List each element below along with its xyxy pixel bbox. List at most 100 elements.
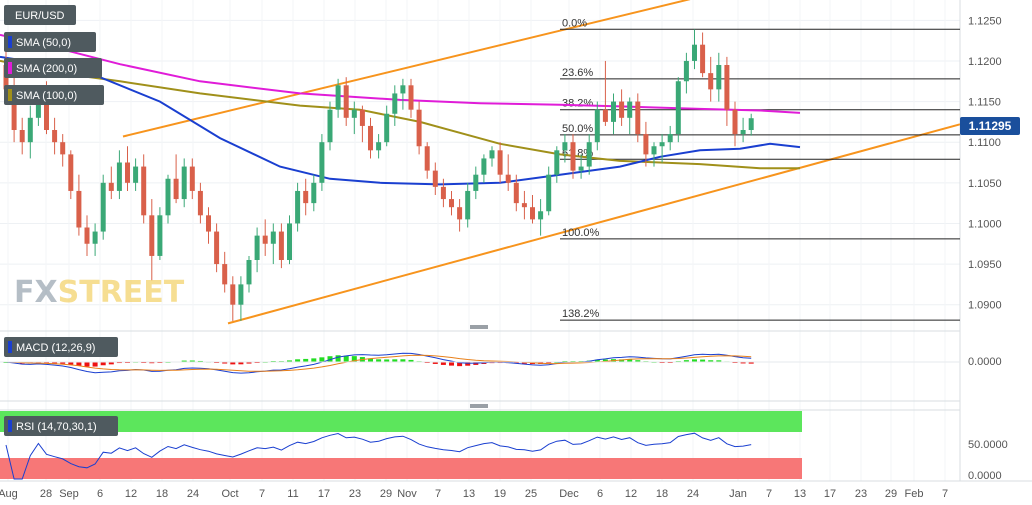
candle-body	[740, 130, 746, 135]
rsi-oversold-zone	[0, 458, 802, 479]
candle-body	[149, 215, 155, 256]
candle-body	[465, 190, 471, 220]
date-tick-label: Feb	[905, 488, 924, 500]
candle-body	[683, 60, 689, 82]
macd-histogram-bar	[449, 362, 454, 366]
candle-body	[335, 85, 341, 110]
candle-body	[489, 150, 495, 159]
candle-body	[368, 125, 373, 151]
candle-body	[513, 182, 519, 204]
candle-body	[35, 93, 41, 118]
macd-histogram-bar	[343, 355, 349, 362]
candle-body	[60, 142, 66, 155]
date-axis: Aug 28 Sep 6 12 18 24 Oct 7 11 17 23 29 Nov 7 13 19 25 Dec…	[0, 488, 948, 500]
watermark-prefix: FX	[14, 275, 58, 310]
pane-resize-handle-2[interactable]	[470, 404, 488, 408]
candle-body	[538, 211, 544, 220]
candle-body	[562, 142, 568, 151]
candle-body	[68, 154, 74, 191]
candle-body	[643, 134, 649, 155]
candle-body	[497, 150, 503, 175]
candle-body	[238, 284, 244, 305]
macd-histogram-bar	[594, 359, 600, 362]
candle-body	[748, 118, 754, 130]
candle-body	[311, 182, 317, 204]
macd-histogram-bar	[52, 362, 58, 364]
candle-body	[651, 146, 657, 155]
date-tick-label: 17	[824, 488, 836, 500]
candle-body	[521, 203, 527, 208]
candle-body	[295, 190, 301, 224]
date-tick-label: 23	[855, 488, 867, 500]
macd-histogram-bar	[149, 362, 155, 364]
candle-body	[546, 174, 552, 212]
pane-resize-handle-1[interactable]	[470, 325, 488, 329]
date-tick-label: 13	[794, 488, 806, 500]
candle-body	[76, 190, 82, 228]
date-tick-label: 6	[597, 488, 603, 500]
legend: EUR/USD SMA (50,0) SMA (200,0) SMA (100,…	[4, 5, 104, 105]
macd-histogram-bar	[230, 362, 236, 365]
macd-histogram-bar	[440, 362, 446, 365]
price-tick-label: 1.1000	[968, 218, 1002, 230]
candle-body	[214, 231, 220, 265]
macd-histogram-bar	[546, 362, 552, 364]
macd-histogram-bar	[246, 362, 252, 364]
price-tick-label: 1.0900	[968, 300, 1002, 312]
macd-histogram-bar	[92, 362, 98, 367]
candle-body	[416, 109, 422, 147]
watermark-suffix: STREET	[58, 275, 185, 310]
date-tick-label: 11	[287, 488, 298, 500]
candle-body	[157, 215, 163, 256]
macd-histogram-bar	[327, 356, 333, 362]
candle-body	[287, 223, 292, 260]
macd-histogram-bar	[716, 360, 722, 362]
candle-body	[675, 81, 681, 135]
candle-body	[586, 142, 592, 167]
macd-histogram-bar	[319, 357, 325, 362]
candle-body	[530, 207, 535, 220]
candle-body	[319, 142, 325, 183]
candle-body	[44, 93, 49, 130]
candle-body	[732, 109, 738, 135]
price-tick-label: 1.1150	[968, 97, 1001, 109]
candle-body	[303, 190, 309, 204]
macd-histogram-bar	[619, 359, 625, 362]
date-tick-label: 24	[687, 488, 699, 500]
candle-body	[457, 207, 463, 220]
macd-histogram-bar	[392, 359, 398, 362]
macd-label: MACD (12,26,9)	[16, 342, 95, 354]
macd-histogram-bar	[181, 360, 187, 362]
date-tick-label: 29	[380, 488, 392, 500]
candle-body	[52, 130, 58, 143]
candle-body	[619, 101, 625, 118]
candle-body	[384, 113, 390, 143]
macd-pane: MACD (12,26,9) 0.0000	[0, 330, 1002, 402]
candle-body	[440, 186, 446, 200]
macd-histogram-bar	[100, 362, 106, 366]
macd-histogram-bar	[700, 359, 706, 362]
date-tick-label: 12	[625, 488, 637, 500]
macd-histogram-bar	[635, 360, 641, 362]
rsi-pane: RSI (14,70,30,1) 50.0000 0.0000	[0, 409, 1008, 482]
candle-body	[424, 146, 430, 171]
macd-histogram-bar	[238, 362, 244, 365]
candle-body	[197, 190, 203, 216]
macd-histogram-bar	[108, 362, 114, 365]
candle-body	[408, 85, 414, 110]
candle-body	[432, 170, 438, 187]
macd-histogram-bar	[84, 362, 90, 367]
date-tick-label: 6	[97, 488, 103, 500]
macd-histogram-bar	[351, 356, 357, 362]
macd-histogram-bar	[116, 362, 122, 364]
macd-histogram-bar	[602, 359, 608, 362]
macd-histogram-bar	[384, 359, 390, 362]
trendlines	[122, 0, 961, 325]
candle-body	[594, 109, 600, 143]
candle-body	[400, 85, 406, 94]
price-tick-label: 1.0950	[968, 259, 1002, 271]
candle-body	[611, 101, 616, 122]
candle-body	[278, 231, 284, 260]
price-axis: 1.1250 1.1200 1.1150 1.1100 1.1050 1.1000 1.09…	[968, 15, 1002, 311]
candle-body	[327, 109, 333, 143]
